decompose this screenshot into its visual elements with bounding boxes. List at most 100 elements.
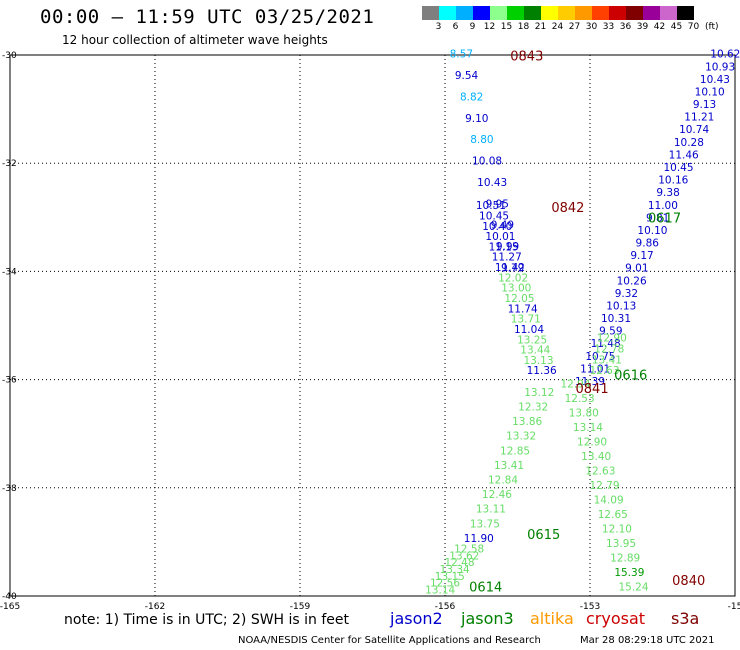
wave-height-label: 13.00 bbox=[501, 283, 531, 295]
y-tick-label: -38 bbox=[2, 484, 17, 494]
x-tick-label: -153 bbox=[580, 602, 600, 612]
wave-height-label: 12.90 bbox=[577, 437, 607, 449]
scale-label: 18 bbox=[517, 22, 530, 32]
wave-height-label: 12.02 bbox=[498, 272, 528, 284]
wave-height-label: 12.46 bbox=[482, 489, 512, 501]
pass-time-label: 0840 bbox=[672, 574, 705, 589]
wave-height-label: 15.24 bbox=[618, 582, 648, 594]
wave-height-label: 10.40 bbox=[482, 221, 512, 233]
wave-height-label: 10.31 bbox=[601, 313, 631, 325]
wave-height-label: 10.51 bbox=[476, 200, 506, 212]
scale-swatch bbox=[660, 6, 677, 20]
scale-label: 21 bbox=[534, 22, 547, 32]
y-tick-label: -34 bbox=[2, 267, 17, 277]
wave-height-label: 10.08 bbox=[472, 156, 502, 168]
scale-swatch bbox=[422, 6, 439, 20]
wave-height-label: 9.49 bbox=[491, 220, 514, 232]
scale-swatch bbox=[609, 6, 626, 20]
pass-time-label: 0614 bbox=[469, 581, 502, 596]
x-tick-label: -162 bbox=[145, 602, 165, 612]
wave-height-label: 13.14 bbox=[425, 584, 455, 596]
wave-height-label: 12.90 bbox=[597, 333, 627, 345]
scale-swatch bbox=[490, 6, 507, 20]
wave-height-label: 11.15 bbox=[489, 241, 519, 253]
wave-height-label: 12.05 bbox=[504, 293, 534, 305]
wave-height-label: 10.26 bbox=[617, 275, 647, 287]
scale-swatch bbox=[575, 6, 592, 20]
wave-height-label: 13.71 bbox=[511, 314, 541, 326]
wave-height-label: 13.32 bbox=[506, 431, 536, 443]
wave-height-label: 9.01 bbox=[625, 263, 648, 275]
chart-subtitle: 12 hour collection of altimeter wave hei… bbox=[62, 33, 328, 47]
wave-height-label: 10.62 bbox=[710, 49, 740, 61]
wave-height-label: 11.46 bbox=[669, 149, 699, 161]
credit-text: NOAA/NESDIS Center for Satellite Applica… bbox=[238, 635, 541, 646]
pass-time-label: 0617 bbox=[648, 212, 681, 227]
wave-height-label: 10.28 bbox=[674, 137, 704, 149]
scale-label: 9 bbox=[469, 22, 476, 32]
wave-height-label: 8.82 bbox=[460, 91, 483, 103]
wave-height-label: 10.43 bbox=[700, 74, 730, 86]
wave-height-label: 9.17 bbox=[630, 250, 653, 262]
x-tick-label: -159 bbox=[290, 602, 311, 612]
wave-height-label: 9.99 bbox=[496, 241, 519, 253]
wave-height-label: 12.10 bbox=[602, 524, 632, 536]
wave-height-label: 10.01 bbox=[485, 231, 515, 243]
wave-height-label: 14.09 bbox=[594, 495, 624, 507]
wave-height-label: 12.89 bbox=[610, 553, 640, 565]
wave-height-label: 9.59 bbox=[599, 326, 622, 338]
wave-height-label: 12.78 bbox=[594, 344, 624, 356]
scale-label: 6 bbox=[452, 22, 459, 32]
scale-label: 36 bbox=[619, 22, 632, 32]
y-tick-label: -32 bbox=[2, 159, 17, 169]
wave-height-label: 15.39 bbox=[614, 567, 644, 579]
scale-swatch bbox=[456, 6, 473, 20]
wave-height-label: 11.36 bbox=[527, 365, 557, 377]
wave-height-label: 13.40 bbox=[581, 451, 611, 463]
pass-time-label: 0841 bbox=[576, 382, 609, 397]
scale-swatch bbox=[541, 6, 558, 20]
scale-label: 3 bbox=[435, 22, 442, 32]
scale-label: 15 bbox=[500, 22, 513, 32]
wave-height-label: 13.15 bbox=[435, 571, 465, 583]
wave-height-label: 13.13 bbox=[523, 355, 553, 367]
wave-height-label: 13.86 bbox=[512, 416, 542, 428]
scale-unit: (ft) bbox=[705, 22, 719, 32]
pass-time-label: 0842 bbox=[551, 201, 584, 216]
wave-height-label: 9.79 bbox=[501, 262, 524, 274]
wave-height-label: 12.56 bbox=[430, 578, 460, 590]
scale-swatch bbox=[592, 6, 609, 20]
wave-height-label: 11.42 bbox=[495, 262, 525, 274]
wave-height-label: 10.43 bbox=[477, 177, 507, 189]
scale-label: 39 bbox=[636, 22, 649, 32]
scale-swatch bbox=[439, 6, 456, 20]
wave-height-label: 12.32 bbox=[518, 401, 548, 413]
wave-height-label: 9.95 bbox=[486, 198, 509, 210]
wave-height-label: 13.25 bbox=[517, 334, 547, 346]
x-tick-label: -15 bbox=[728, 602, 740, 612]
wave-height-label: 11.21 bbox=[684, 112, 714, 124]
wave-height-label: 11.74 bbox=[508, 303, 538, 315]
wave-height-label: 13.34 bbox=[440, 564, 470, 576]
scale-swatch bbox=[643, 6, 660, 20]
scale-swatch bbox=[558, 6, 575, 20]
wave-height-label: 9.13 bbox=[693, 99, 716, 111]
wave-height-label: 12.63 bbox=[589, 365, 619, 377]
wave-height-label: 10.75 bbox=[585, 351, 615, 363]
wave-height-label: 10.16 bbox=[658, 175, 688, 187]
scale-label: 27 bbox=[568, 22, 581, 32]
wave-height-label: 10.45 bbox=[663, 162, 693, 174]
x-tick-label: -156 bbox=[435, 602, 456, 612]
scale-swatch bbox=[626, 6, 643, 20]
wave-height-label: 12.63 bbox=[585, 466, 615, 478]
legend-cryosat: cryosat bbox=[586, 609, 646, 628]
wave-height-label: 12.85 bbox=[500, 445, 530, 457]
wave-height-label: 12.53 bbox=[565, 393, 595, 405]
wave-height-label: 13.41 bbox=[592, 354, 622, 366]
wave-height-label: 13.41 bbox=[494, 460, 524, 472]
wave-height-label: 12.65 bbox=[598, 509, 628, 521]
chart-title: 00:00 – 11:59 UTC 03/25/2021 bbox=[40, 6, 375, 28]
wave-height-label: 9.10 bbox=[465, 113, 488, 125]
wave-height-label: 8.80 bbox=[470, 134, 493, 146]
